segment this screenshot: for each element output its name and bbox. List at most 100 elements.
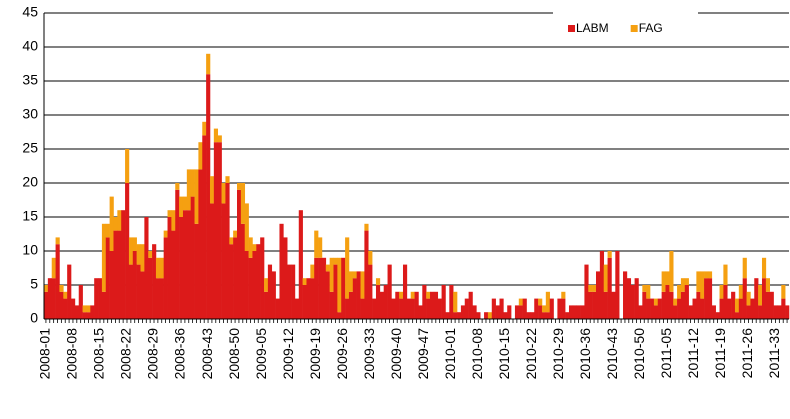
x-tick-label: 2009-40: [388, 328, 404, 380]
bar-segment: [206, 74, 211, 319]
bar-segment: [734, 298, 740, 313]
bar-segment: [74, 305, 80, 319]
bar-segment: [426, 298, 431, 319]
bar-segment: [638, 305, 643, 319]
bar-segment: [121, 210, 126, 319]
bar-segment: [785, 305, 790, 319]
bar-segment: [379, 291, 384, 319]
bar-segment: [607, 257, 612, 319]
bar-segment: [669, 251, 674, 292]
bar-segment: [595, 271, 601, 319]
bar-segment: [399, 298, 404, 319]
x-tick-label: 2008-22: [118, 328, 134, 380]
bar-segment: [314, 257, 319, 319]
bar-segment: [256, 244, 261, 319]
bar-segment: [202, 135, 207, 319]
bar-segment: [700, 271, 705, 299]
bar-segment: [476, 312, 481, 319]
bar-segment: [167, 210, 172, 217]
bar-segment: [132, 237, 137, 251]
bar-segment: [765, 291, 770, 319]
bar-segment: [213, 142, 219, 319]
bar-segment: [696, 291, 701, 319]
y-tick-label: 30: [22, 106, 38, 122]
bar-segment: [310, 278, 315, 319]
bar-segment: [781, 298, 786, 319]
bar-segment: [175, 189, 180, 319]
bar-segment: [237, 189, 242, 319]
bar-segment: [746, 291, 751, 306]
bar-segment: [55, 237, 60, 245]
x-tick-label: 2008-43: [199, 328, 215, 380]
bar-segment: [545, 312, 550, 319]
bar-segment: [626, 278, 632, 319]
bar-segment: [688, 305, 693, 319]
bar-segment: [221, 203, 226, 319]
bar-segment: [260, 237, 265, 319]
bar-segment: [603, 291, 608, 319]
bar-segment: [291, 264, 296, 319]
bar-segment: [692, 298, 697, 319]
bar-segment: [387, 264, 392, 319]
bar-segment: [773, 305, 778, 319]
bar-segment: [279, 223, 284, 319]
bar-segment: [414, 291, 419, 319]
bar-segment: [44, 285, 49, 292]
bar-segment: [294, 298, 300, 319]
bar-segment: [584, 264, 589, 319]
bar-segment: [202, 121, 207, 136]
bar-segment: [109, 196, 114, 251]
bar-segment: [646, 298, 651, 319]
bar-segment: [51, 278, 56, 319]
bar-segment: [325, 264, 330, 272]
bar-segment: [464, 298, 469, 319]
bar-segment: [244, 203, 249, 251]
bar-segment: [588, 291, 593, 319]
bar-segment: [264, 278, 269, 292]
bar-segment: [588, 285, 593, 292]
bar-segment: [86, 312, 91, 319]
bar-segment: [240, 183, 246, 224]
bar-segment: [360, 298, 365, 319]
legend-swatch: [568, 25, 575, 32]
bar-segment: [78, 285, 83, 319]
bar-segment: [642, 285, 647, 292]
bar-segment: [727, 298, 732, 319]
bar-segment: [545, 291, 550, 313]
y-tick-label: 5: [30, 276, 38, 292]
bar-segment: [723, 285, 728, 319]
bar-segment: [217, 135, 222, 143]
bar-segment: [267, 264, 273, 319]
bar-segment: [704, 278, 709, 319]
bar-segment: [55, 244, 60, 319]
bar-segment: [457, 312, 462, 319]
bar-segment: [568, 305, 574, 319]
bar-segment: [198, 142, 203, 170]
bar-segment: [337, 257, 342, 313]
bar-segment: [128, 264, 134, 319]
bar-segment: [719, 285, 724, 299]
bar-segment: [364, 223, 369, 231]
bar-segment: [518, 298, 523, 306]
bar-segment: [152, 244, 157, 319]
bar-segment: [298, 210, 303, 319]
bar-segment: [410, 298, 415, 319]
bar-segment: [761, 278, 767, 319]
bar-segment: [248, 237, 253, 258]
bar-segment: [252, 251, 257, 319]
y-tick-label: 45: [22, 4, 38, 20]
x-tick-label: 2011-19: [712, 328, 728, 379]
bar-segment: [144, 217, 149, 319]
bar-segment: [240, 223, 246, 319]
bar-segment: [167, 217, 172, 319]
bar-segment: [252, 244, 257, 251]
bar-segment: [472, 305, 477, 319]
bar-segment: [82, 305, 87, 313]
bar-segment: [557, 298, 562, 319]
bar-segment: [348, 271, 354, 292]
bar-segment: [190, 169, 195, 197]
x-tick-label: 2008-15: [91, 328, 107, 380]
bar-segment: [90, 305, 95, 319]
bar-segment: [140, 244, 145, 272]
bar-segment: [337, 312, 342, 319]
